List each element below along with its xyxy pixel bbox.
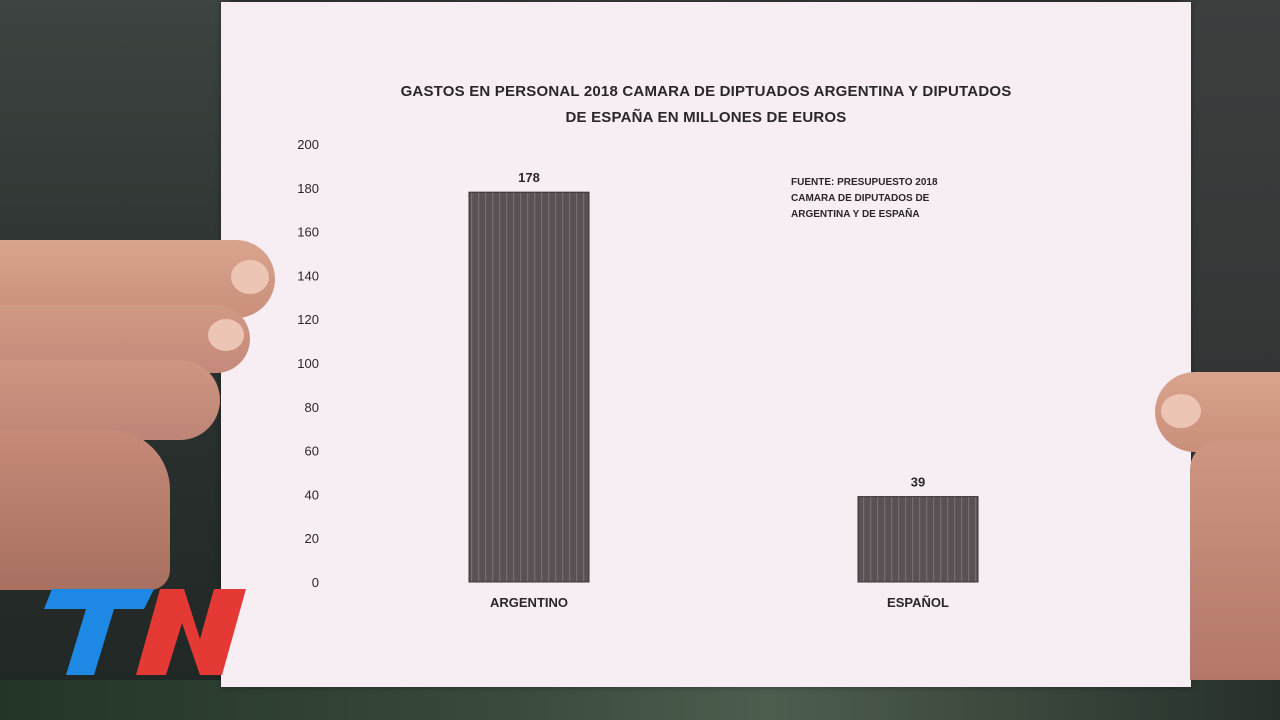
y-tick-label: 180 bbox=[297, 181, 319, 196]
left-hand-palm bbox=[0, 430, 170, 590]
y-tick-label: 120 bbox=[297, 312, 319, 327]
x-category-label: ESPAÑOL bbox=[887, 595, 949, 610]
x-category-label: ARGENTINO bbox=[490, 595, 568, 610]
y-tick-label: 200 bbox=[297, 137, 319, 152]
right-hand-palm bbox=[1190, 440, 1280, 680]
data-label: 39 bbox=[911, 475, 925, 490]
y-tick-label: 0 bbox=[312, 575, 319, 590]
y-tick-label: 100 bbox=[297, 356, 319, 371]
bar-argentino bbox=[468, 191, 590, 583]
y-tick-label: 60 bbox=[305, 444, 319, 459]
chart-source-note: FUENTE: PRESUPUESTO 2018 CAMARA DE DIPUT… bbox=[791, 177, 938, 220]
tn-logo-t bbox=[44, 589, 154, 675]
chart-title: GASTOS EN PERSONAL 2018 CAMARA DE DIPTUA… bbox=[400, 83, 1012, 126]
y-tick-label: 80 bbox=[305, 400, 319, 415]
paper-sheet: GASTOS EN PERSONAL 2018 CAMARA DE DIPTUA… bbox=[221, 2, 1191, 687]
data-label: 178 bbox=[518, 170, 540, 185]
y-tick-label: 40 bbox=[305, 487, 319, 502]
y-tick-label: 20 bbox=[305, 531, 319, 546]
tn-logo bbox=[44, 589, 246, 675]
right-hand-thumb bbox=[1155, 372, 1280, 452]
bar-chart: 0 20 40 60 80 100 120 140 160 180 200 178 ARGENTINO 3… bbox=[297, 137, 979, 610]
y-tick-label: 140 bbox=[297, 268, 319, 283]
tn-logo-n bbox=[136, 589, 246, 675]
left-hand-finger bbox=[0, 360, 220, 440]
y-tick-label: 160 bbox=[297, 225, 319, 240]
bar-español bbox=[857, 496, 979, 583]
